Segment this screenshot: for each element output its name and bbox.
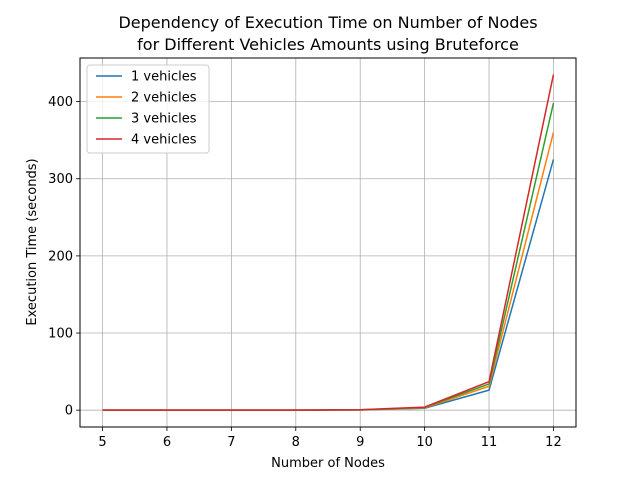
chart-title-line-1: Dependency of Execution Time on Number o…	[118, 13, 537, 32]
legend-box	[86, 64, 210, 154]
x-axis-ticks: 5 6 7 8 9 10 11 12	[98, 427, 562, 450]
x-axis-label: Number of Nodes	[271, 456, 385, 471]
y-axis-label: Execution Time (seconds)	[25, 158, 40, 325]
x-tick-label: 12	[545, 435, 562, 450]
x-tick-label: 9	[356, 435, 364, 450]
chart-title-line-2: for Different Vehicles Amounts using Bru…	[137, 35, 519, 54]
y-tick-label: 300	[48, 172, 73, 187]
legend-items: 1 vehicles 2 vehicles 3 vehicles 4 vehicles	[96, 70, 197, 148]
y-tick-label: 400	[48, 95, 73, 110]
legend-label-1: 1 vehicles	[131, 70, 197, 85]
y-axis-ticks: 0 100 200 300 400	[48, 95, 80, 419]
legend-label-3: 3 vehicles	[131, 112, 197, 127]
legend-label-2: 2 vehicles	[131, 91, 197, 106]
legend: 1 vehicles 2 vehicles 3 vehicles 4 vehicles	[86, 64, 210, 154]
legend-label-4: 4 vehicles	[131, 133, 197, 148]
x-tick-label: 8	[292, 435, 300, 450]
y-tick-label: 200	[48, 249, 73, 264]
y-tick-label: 100	[48, 327, 73, 342]
y-tick-label: 0	[65, 404, 73, 419]
series-line-4	[102, 74, 555, 411]
x-tick-label: 6	[163, 435, 171, 450]
plot-frame	[79, 57, 577, 428]
x-tick-label: 11	[481, 435, 498, 450]
x-tick-label: 5	[98, 435, 106, 450]
series-lines	[102, 74, 555, 411]
x-tick-label: 7	[227, 435, 235, 450]
x-tick-label: 10	[416, 435, 433, 450]
